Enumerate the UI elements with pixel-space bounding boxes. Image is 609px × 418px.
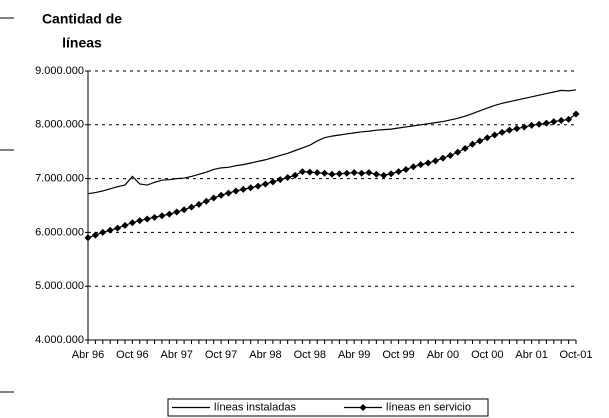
- marker: [195, 200, 203, 208]
- marker: [476, 137, 484, 145]
- marker: [483, 134, 491, 142]
- marker: [306, 168, 314, 176]
- x-tick-label: Abr 00: [427, 349, 459, 361]
- marker: [343, 169, 351, 177]
- marker: [143, 215, 151, 223]
- marker: [180, 206, 188, 214]
- marker: [417, 161, 425, 169]
- marker: [247, 184, 255, 192]
- marker: [409, 163, 417, 171]
- marker: [387, 170, 395, 178]
- marker: [535, 120, 543, 128]
- marker: [321, 169, 329, 177]
- marker: [188, 203, 196, 211]
- marker: [328, 170, 336, 178]
- x-tick-label: Abr 97: [161, 349, 193, 361]
- marker: [402, 165, 410, 173]
- legend-label: líneas en servicio: [386, 401, 471, 413]
- x-tick-label: Oct 99: [382, 349, 414, 361]
- marker: [557, 116, 565, 124]
- marker: [151, 213, 159, 221]
- marker: [210, 194, 218, 202]
- marker: [491, 131, 499, 139]
- marker: [298, 168, 306, 176]
- y-tick-label: 6.000.000: [35, 226, 84, 238]
- x-tick-label: Abr 98: [249, 349, 281, 361]
- marker: [528, 121, 536, 129]
- marker: [505, 126, 513, 134]
- marker: [284, 174, 292, 182]
- marker: [461, 144, 469, 152]
- marker: [424, 159, 432, 167]
- marker: [468, 140, 476, 148]
- marker: [313, 169, 321, 177]
- x-tick-label: Oct-01: [559, 349, 592, 361]
- marker: [128, 219, 136, 227]
- marker: [121, 221, 129, 229]
- marker: [550, 118, 558, 126]
- marker: [254, 182, 262, 190]
- y-tick-label: 8.000.000: [35, 119, 84, 131]
- marker: [350, 169, 358, 177]
- x-tick-label: Abr 96: [72, 349, 104, 361]
- x-tick-label: Oct 96: [116, 349, 148, 361]
- marker: [224, 189, 232, 197]
- marker: [454, 148, 462, 156]
- marker: [335, 170, 343, 178]
- series-line: [87, 89, 577, 195]
- marker: [232, 187, 240, 195]
- legend-marker: [359, 404, 367, 411]
- marker: [261, 180, 269, 188]
- marker: [520, 123, 528, 131]
- legend-label: líneas instaladas: [214, 401, 296, 413]
- marker: [395, 168, 403, 176]
- marker: [106, 226, 114, 234]
- legend-box: [167, 398, 489, 417]
- marker: [572, 110, 580, 118]
- marker: [565, 115, 573, 123]
- marker: [165, 210, 173, 218]
- y-tick-label: 5.000.000: [35, 280, 84, 292]
- marker: [291, 171, 299, 179]
- chart-title: líneas: [62, 35, 102, 51]
- marker: [173, 208, 181, 216]
- marker: [217, 191, 225, 199]
- y-tick-label: 7.000.000: [35, 173, 84, 185]
- marker: [202, 197, 210, 205]
- marker: [542, 119, 550, 127]
- y-tick-label: 9.000.000: [35, 65, 84, 77]
- marker: [84, 234, 92, 242]
- marker: [439, 154, 447, 162]
- marker: [358, 169, 366, 177]
- marker: [513, 125, 521, 133]
- marker: [99, 228, 107, 236]
- y-tick-label: 4.000.000: [35, 334, 84, 346]
- marker: [114, 224, 122, 232]
- x-tick-label: Oct 97: [205, 349, 237, 361]
- x-tick-label: Abr 99: [338, 349, 370, 361]
- marker: [498, 128, 506, 136]
- marker: [269, 178, 277, 186]
- marker: [380, 171, 388, 179]
- x-tick-label: Oct 98: [294, 349, 326, 361]
- marker: [372, 170, 380, 178]
- marker: [432, 157, 440, 165]
- marker: [158, 212, 166, 220]
- chart-title: Cantidad de: [42, 11, 122, 27]
- marker: [136, 217, 144, 225]
- marker: [276, 176, 284, 184]
- x-tick-label: Oct 00: [471, 349, 503, 361]
- marker: [239, 185, 247, 193]
- x-tick-label: Abr 01: [515, 349, 547, 361]
- marker: [446, 151, 454, 159]
- marker: [365, 169, 373, 177]
- marker: [91, 231, 99, 239]
